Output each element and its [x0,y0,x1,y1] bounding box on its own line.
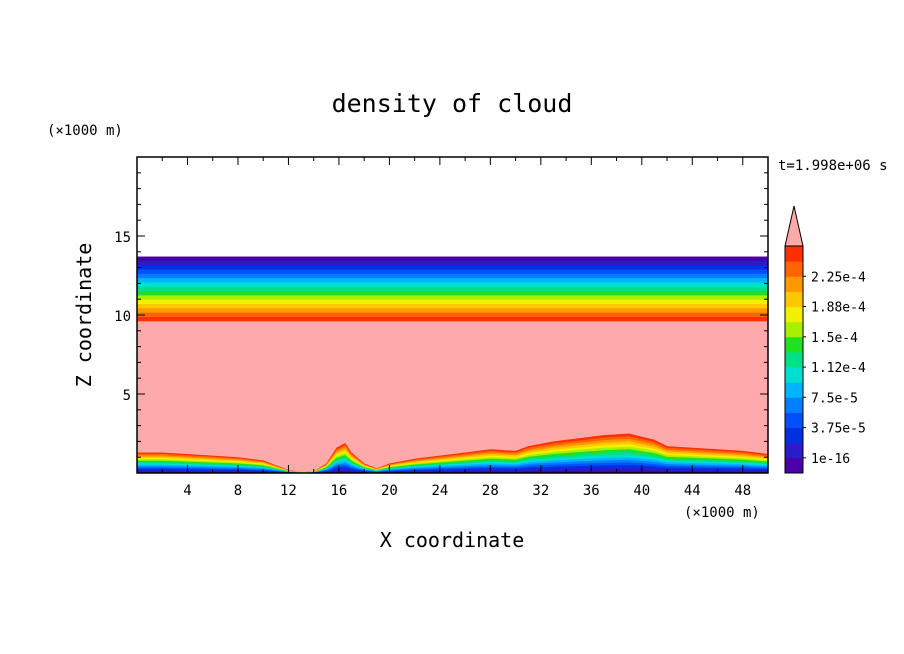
upper-band-level [137,286,768,292]
colorbar-swatch [785,306,803,323]
x-axis-unit: (×1000 m) [684,505,760,521]
time-label: t=1.998e+06 s [778,158,888,174]
colorbar-label: 3.75e-5 [811,422,866,437]
upper-band-level [137,265,768,271]
colorbar: 2.25e-4 1.88e-4 1.5e-4 1.12e-4 7.5e-5 3.75e-5… [784,205,866,474]
x-axis-ticks: 4 8 12 16 20 24 28 32 36 40 44 48 [161,157,751,499]
upper-band-level [137,295,768,301]
y-tick-label: 5 [123,388,131,404]
x-tick-label: 20 [381,483,398,499]
upper-band-level [137,273,768,279]
colorbar-label: 1.88e-4 [811,301,866,316]
colorbar-label: 2.25e-4 [811,270,866,285]
upper-band-level [137,282,768,288]
colorbar-swatch [785,336,803,353]
density-field [137,256,768,473]
colorbar-swatch [785,261,803,277]
colorbar-label: 7.5e-5 [811,391,858,406]
colorbar-swatch [785,246,803,262]
colorbar-label: 1.5e-4 [811,331,858,346]
y-axis-ticks: 5 10 15 [114,172,768,458]
x-tick-label: 44 [684,483,701,499]
colorbar-swatch [785,442,803,459]
colorbar-swatch [785,457,803,474]
colorbar-swatch [785,367,803,383]
upper-band-level [137,278,768,284]
y-axis-unit: (×1000 m) [47,123,123,139]
x-tick-label: 4 [183,483,191,499]
x-tick-label: 40 [633,483,650,499]
upper-band-level [137,308,768,314]
x-tick-label: 16 [330,483,347,499]
upper-band-level [137,299,768,305]
x-tick-label: 32 [532,483,549,499]
upper-band-level [137,260,768,266]
x-tick-label: 12 [280,483,297,499]
x-tick-label: 24 [431,483,448,499]
colorbar-swatch [785,412,803,429]
colorbar-swatch [785,382,803,398]
upper-band-level [137,256,768,262]
upper-band-level [137,304,768,309]
colorbar-over-arrow [784,205,804,247]
x-axis-label: X coordinate [380,528,525,552]
y-tick-label: 10 [114,309,131,325]
upper-band-level [137,269,768,275]
y-tick-label: 15 [114,230,131,246]
colorbar-label: 1e-16 [811,452,850,467]
upper-band-level [137,291,768,297]
colorbar-swatch [785,427,803,444]
x-tick-label: 8 [234,483,242,499]
upper-band-level [137,312,768,318]
upper-band-level [137,317,768,322]
x-tick-label: 48 [734,483,751,499]
colorbar-swatch [785,291,803,308]
colorbar-swatch [785,276,803,292]
colorbar-frame [784,245,804,474]
colorbar-swatch [785,321,803,338]
y-axis-label: Z coordinate [72,243,96,388]
colorbar-label: 1.12e-4 [811,361,866,376]
chart-title: density of cloud [332,89,573,118]
x-tick-label: 36 [583,483,600,499]
x-tick-label: 28 [482,483,499,499]
colorbar-swatch [785,397,803,413]
colorbar-swatch [785,351,803,368]
